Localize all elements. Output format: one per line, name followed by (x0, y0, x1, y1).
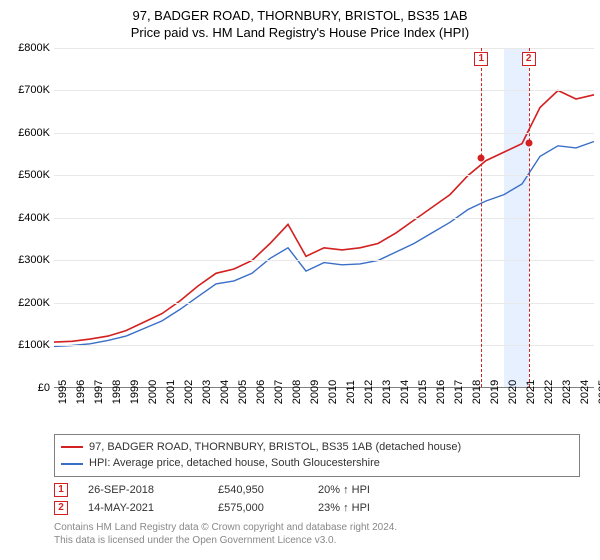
x-tick-label: 2007 (273, 380, 285, 404)
series-line-hpi (54, 141, 594, 346)
sale-price: £575,000 (218, 502, 298, 514)
sale-pin: 2 (522, 52, 536, 66)
sale-row: 2 14-MAY-2021 £575,000 23% ↑ HPI (54, 501, 580, 515)
x-tick-label: 1998 (111, 380, 123, 404)
legend-swatch (61, 463, 83, 465)
x-tick-label: 2013 (381, 380, 393, 404)
x-tick-label: 2024 (579, 380, 591, 404)
y-tick-label: £700K (10, 84, 54, 96)
sale-dot (525, 140, 532, 147)
sales-block: 1 26-SEP-2018 £540,950 20% ↑ HPI 2 14-MA… (54, 483, 580, 515)
x-tick-label: 2001 (165, 380, 177, 404)
sale-price: £540,950 (218, 484, 298, 496)
y-tick-label: £400K (10, 212, 54, 224)
x-tick-label: 2019 (489, 380, 501, 404)
plot-area: £0£100K£200K£300K£400K£500K£600K£700K£80… (54, 48, 594, 388)
x-tick-label: 2008 (291, 380, 303, 404)
legend-box: 97, BADGER ROAD, THORNBURY, BRISTOL, BS3… (54, 434, 580, 477)
title-block: 97, BADGER ROAD, THORNBURY, BRISTOL, BS3… (10, 8, 590, 42)
sale-row: 1 26-SEP-2018 £540,950 20% ↑ HPI (54, 483, 580, 497)
x-tick-label: 2005 (237, 380, 249, 404)
title-address: 97, BADGER ROAD, THORNBURY, BRISTOL, BS3… (10, 8, 590, 25)
y-tick-label: £0 (10, 382, 54, 394)
sale-guide-line (529, 48, 530, 387)
y-tick-label: £600K (10, 127, 54, 139)
sale-date: 14-MAY-2021 (88, 502, 198, 514)
legend-swatch (61, 446, 83, 448)
x-tick-label: 2011 (345, 380, 357, 404)
x-tick-label: 2016 (435, 380, 447, 404)
y-tick-label: £300K (10, 254, 54, 266)
x-tick-label: 1995 (57, 380, 69, 404)
y-tick-label: £100K (10, 339, 54, 351)
x-tick-label: 2020 (507, 380, 519, 404)
y-tick-label: £500K (10, 169, 54, 181)
gridline (54, 133, 594, 134)
sale-date: 26-SEP-2018 (88, 484, 198, 496)
sale-guide-line (481, 48, 482, 387)
gridline (54, 218, 594, 219)
sale-marker-icon: 2 (54, 501, 68, 515)
x-tick-label: 2014 (399, 380, 411, 404)
gridline (54, 175, 594, 176)
x-tick-label: 2004 (219, 380, 231, 404)
x-tick-label: 2012 (363, 380, 375, 404)
x-tick-label: 2018 (471, 380, 483, 404)
sale-pct: 20% ↑ HPI (318, 484, 408, 496)
x-tick-label: 1996 (75, 380, 87, 404)
footer-line: This data is licensed under the Open Gov… (54, 534, 580, 547)
sale-marker-icon: 1 (54, 483, 68, 497)
x-tick-label: 2010 (327, 380, 339, 404)
gridline (54, 48, 594, 49)
footer-line: Contains HM Land Registry data © Crown c… (54, 521, 580, 534)
x-tick-label: 2017 (453, 380, 465, 404)
gridline (54, 260, 594, 261)
x-axis-labels: 1995199619971998199920002001200220032004… (54, 388, 594, 426)
gridline (54, 345, 594, 346)
x-tick-label: 2002 (183, 380, 195, 404)
x-tick-label: 2003 (201, 380, 213, 404)
gridline (54, 90, 594, 91)
y-tick-label: £800K (10, 42, 54, 54)
legend-row-subject: 97, BADGER ROAD, THORNBURY, BRISTOL, BS3… (61, 439, 573, 456)
y-tick-label: £200K (10, 297, 54, 309)
x-tick-label: 1997 (93, 380, 105, 404)
x-tick-label: 2000 (147, 380, 159, 404)
x-tick-label: 2023 (561, 380, 573, 404)
legend-label: HPI: Average price, detached house, Sout… (89, 455, 380, 472)
x-tick-label: 2009 (309, 380, 321, 404)
legend-row-hpi: HPI: Average price, detached house, Sout… (61, 455, 573, 472)
sale-pct: 23% ↑ HPI (318, 502, 408, 514)
footer-note: Contains HM Land Registry data © Crown c… (54, 521, 580, 547)
x-tick-label: 1999 (129, 380, 141, 404)
x-tick-label: 2006 (255, 380, 267, 404)
sale-pin: 1 (474, 52, 488, 66)
x-tick-label: 2015 (417, 380, 429, 404)
sale-dot (478, 154, 485, 161)
gridline (54, 303, 594, 304)
title-subtitle: Price paid vs. HM Land Registry's House … (10, 25, 590, 42)
legend-label: 97, BADGER ROAD, THORNBURY, BRISTOL, BS3… (89, 439, 461, 456)
chart-container: 97, BADGER ROAD, THORNBURY, BRISTOL, BS3… (0, 0, 600, 560)
x-tick-label: 2022 (543, 380, 555, 404)
series-line-subject (54, 90, 594, 342)
x-tick-label: 2021 (525, 380, 537, 404)
